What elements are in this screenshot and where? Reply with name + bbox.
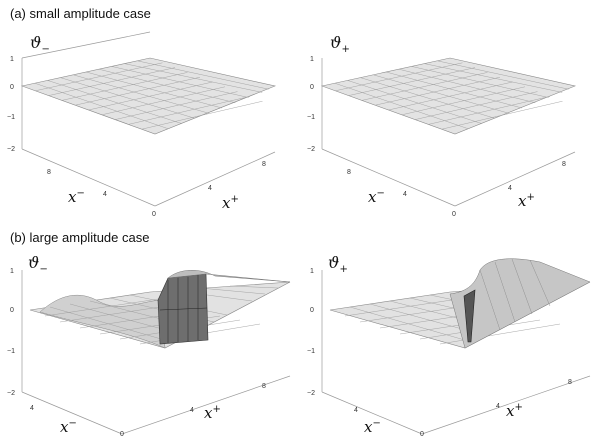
z-tick: −1 [7, 348, 15, 355]
plot-b-theta-plus: 1 0 −1 −2 4 0 4 8 ϑ+ x− x+ [300, 250, 599, 436]
xminus-axis-label: x− [364, 418, 381, 436]
z-tick: 1 [10, 56, 14, 63]
caption-small-amplitude: (a) small amplitude case [10, 6, 151, 21]
z-tick: −1 [7, 114, 15, 121]
xminus-tick: 4 [403, 191, 407, 198]
surface-grid [334, 60, 569, 130]
z-axis-label: ϑ− [28, 253, 48, 275]
xminus-axis-label: x− [68, 188, 85, 206]
xminus-tick: 4 [30, 405, 34, 412]
plot-frame [21, 31, 276, 207]
plot-a-theta-plus: 1 0 −1 −2 8 4 0 4 8 ϑ+ x− x+ [300, 26, 599, 218]
z-tick: −2 [307, 390, 315, 397]
xplus-tick: 4 [190, 407, 194, 414]
xplus-tick: 4 [208, 185, 212, 192]
z-tick: −2 [307, 146, 315, 153]
xminus-tick: 4 [103, 191, 107, 198]
z-tick: −2 [7, 390, 15, 397]
z-axis-label: ϑ+ [328, 253, 348, 275]
z-tick: 0 [10, 307, 14, 314]
z-tick: 0 [310, 84, 314, 91]
xminus-tick: 8 [347, 169, 351, 176]
xplus-tick: 4 [508, 185, 512, 192]
z-tick: 0 [10, 84, 14, 91]
xplus-tick: 4 [496, 403, 500, 410]
z-tick: −1 [307, 114, 315, 121]
surface-upper-plateau [167, 270, 291, 283]
xplus-tick: 0 [420, 431, 424, 436]
xminus-axis-label: x− [368, 188, 385, 206]
plot-b-theta-minus: 1 0 −1 −2 4 0 4 8 ϑ− x− x+ [0, 250, 300, 436]
z-tick: 1 [310, 268, 314, 275]
xplus-axis-label: x+ [518, 192, 535, 210]
surface-bump [39, 295, 166, 349]
plot-frame [21, 270, 291, 435]
plot-b-theta-minus-svg: 1 0 −1 −2 4 0 4 8 ϑ− x− x+ [7, 253, 291, 436]
ridge-grid [479, 258, 551, 331]
xplus-axis-label: x+ [506, 402, 523, 420]
xplus-axis-label: x+ [222, 194, 239, 212]
wall-grid [159, 275, 208, 343]
z-axis-label: ϑ− [30, 33, 50, 55]
z-tick: −2 [7, 146, 15, 153]
xplus-tick: 0 [452, 211, 456, 218]
plot-b-theta-plus-svg: 1 0 −1 −2 4 0 4 8 ϑ+ x− x+ [307, 253, 591, 436]
xminus-axis-label: x− [60, 418, 77, 436]
plot-frame [321, 58, 576, 207]
xplus-tick: 8 [262, 383, 266, 390]
caption-large-amplitude: (b) large amplitude case [10, 230, 150, 245]
xplus-tick: 8 [562, 161, 566, 168]
surface-ridge [449, 258, 591, 349]
xminus-tick: 8 [47, 169, 51, 176]
xplus-tick: 8 [568, 379, 572, 386]
surface-grid [34, 60, 269, 130]
plot-frame [321, 270, 591, 435]
plot-a-theta-minus: 1 0 −1 −2 8 4 0 4 8 ϑ− x− x+ [0, 26, 300, 218]
z-tick: 1 [310, 56, 314, 63]
xplus-tick: 0 [120, 431, 124, 436]
plot-a-theta-minus-svg: 1 0 −1 −2 8 4 0 4 8 ϑ− x− x+ [7, 31, 277, 218]
surface-spike [463, 289, 476, 343]
z-axis-label: ϑ+ [330, 33, 350, 55]
xminus-tick: 4 [354, 407, 358, 414]
xplus-tick: 0 [152, 211, 156, 218]
xplus-tick: 8 [262, 161, 266, 168]
z-tick: −1 [307, 348, 315, 355]
z-tick: 1 [10, 268, 14, 275]
plot-a-theta-plus-svg: 1 0 −1 −2 8 4 0 4 8 ϑ+ x− x+ [307, 33, 577, 218]
xplus-axis-label: x+ [204, 404, 221, 422]
z-tick: 0 [310, 307, 314, 314]
